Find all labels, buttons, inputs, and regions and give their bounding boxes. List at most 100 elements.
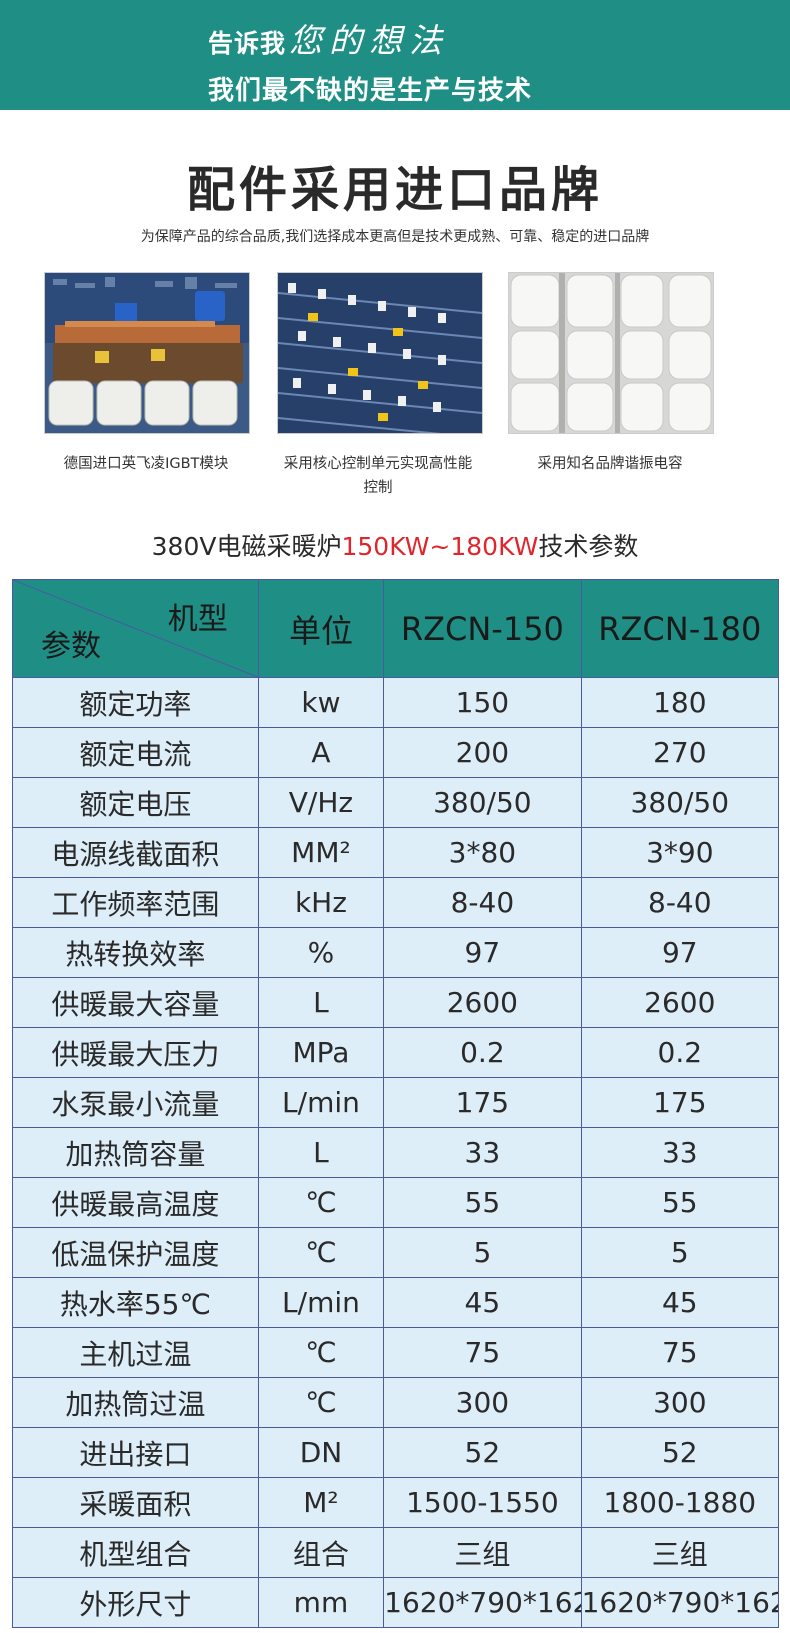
model-a-value-cell: 1620*790*1620: [383, 1577, 582, 1628]
table-row: 低温保护温度 ℃ 5 5: [12, 1227, 780, 1278]
unit-cell: ℃: [257, 1177, 385, 1228]
unit-cell: V/Hz: [257, 777, 385, 828]
model-a-value-cell: 三组: [383, 1527, 582, 1578]
table-row: 额定电压 V/Hz 380/50 380/50: [12, 777, 780, 828]
spec-table: 机型 参数 单位 RZCN-150 RZCN-180 额定功率 kw 150 180 额…: [12, 579, 780, 1628]
spec-header-row: 机型 参数 单位 RZCN-150 RZCN-180: [12, 579, 780, 678]
param-cell: 加热筒容量: [12, 1127, 259, 1178]
model-b-value-cell: 300: [580, 1377, 780, 1428]
model-b-value-cell: 52: [580, 1427, 780, 1478]
param-cell: 供暖最大容量: [12, 977, 259, 1028]
model-b-value-cell: 380/50: [580, 777, 780, 828]
corner-label-param: 参数: [41, 629, 101, 664]
model-a-value-cell: 300: [383, 1377, 582, 1428]
param-cell: 额定电压: [12, 777, 259, 828]
model-b-value-cell: 3*90: [580, 827, 780, 878]
model-a-value-cell: 3*80: [383, 827, 582, 878]
spec-title-prefix: 380V电磁采暖炉: [151, 532, 342, 561]
unit-cell: ℃: [257, 1377, 385, 1428]
model-b-value-cell: 97: [580, 927, 780, 978]
model-b-value-cell: 270: [580, 727, 780, 778]
model-a-value-cell: 45: [383, 1277, 582, 1328]
unit-cell: L: [257, 977, 385, 1028]
model-a-value-cell: 97: [383, 927, 582, 978]
page-title: 配件采用进口品牌: [186, 162, 603, 218]
model-b-value-cell: 1800-1880: [580, 1477, 780, 1528]
unit-cell: L: [257, 1127, 385, 1178]
param-cell: 额定电流: [12, 727, 259, 778]
table-row: 机型组合 组合 三组 三组: [12, 1527, 780, 1578]
table-row: 进出接口 DN 52 52: [12, 1427, 780, 1478]
spec-title-suffix: 技术参数: [538, 532, 639, 561]
model-b-value-cell: 55: [580, 1177, 780, 1228]
model-a-value-cell: 55: [383, 1177, 582, 1228]
param-cell: 工作频率范围: [12, 877, 259, 928]
model-a-value-cell: 0.2: [383, 1027, 582, 1078]
unit-cell: %: [257, 927, 385, 978]
param-cell: 热水率55℃: [12, 1277, 259, 1328]
model-a-value-cell: 5: [383, 1227, 582, 1278]
table-row: 水泵最小流量 L/min 175 175: [12, 1077, 780, 1128]
param-cell: 机型组合: [12, 1527, 259, 1578]
model-a-value-cell: 175: [383, 1077, 582, 1128]
unit-cell: mm: [257, 1577, 385, 1628]
model-b-value-cell: 1620*790*1620: [580, 1577, 780, 1628]
unit-header-cell: 单位: [257, 579, 385, 678]
param-cell: 采暖面积: [12, 1477, 259, 1528]
corner-label-model: 机型: [167, 602, 228, 637]
param-cell: 进出接口: [12, 1427, 259, 1478]
table-row: 供暖最高温度 ℃ 55 55: [12, 1177, 780, 1228]
param-cell: 供暖最大压力: [12, 1027, 259, 1078]
model-a-value-cell: 75: [383, 1327, 582, 1378]
unit-cell: kw: [257, 677, 385, 728]
model-b-value-cell: 0.2: [580, 1027, 780, 1078]
table-row: 额定电流 A 200 270: [12, 727, 780, 778]
model-b-value-cell: 75: [580, 1327, 780, 1378]
banner-tagline: 我们最不缺的是生产与技术: [208, 76, 533, 106]
model-b-value-cell: 2600: [580, 977, 780, 1028]
banner-slogan: 告诉我您的想法: [208, 14, 449, 62]
model-a-value-cell: 380/50: [383, 777, 582, 828]
table-row: 电源线截面积 MM² 3*80 3*90: [12, 827, 780, 878]
table-row: 加热筒过温 ℃ 300 300: [12, 1377, 780, 1428]
param-cell: 低温保护温度: [12, 1227, 259, 1278]
model-a-header-cell: RZCN-150: [383, 579, 582, 678]
param-cell: 水泵最小流量: [12, 1077, 259, 1128]
feature-caption-capacitor: 采用知名品牌谐振电容: [537, 456, 683, 472]
param-cell: 供暖最高温度: [12, 1177, 259, 1228]
corner-header-cell: 机型 参数: [12, 579, 259, 678]
model-a-value-cell: 8-40: [383, 877, 582, 928]
model-a-value-cell: 33: [383, 1127, 582, 1178]
feature-caption-control: 采用核心控制单元实现高性能控制: [283, 456, 473, 496]
table-row: 供暖最大容量 L 2600 2600: [12, 977, 780, 1028]
model-b-value-cell: 5: [580, 1227, 780, 1278]
table-row: 工作频率范围 kHz 8-40 8-40: [12, 877, 780, 928]
unit-cell: kHz: [257, 877, 385, 928]
unit-cell: 组合: [257, 1527, 385, 1578]
spec-table-title: 380V电磁采暖炉150KW~180KW技术参数: [0, 527, 790, 563]
unit-cell: M²: [257, 1477, 385, 1528]
unit-cell: L/min: [257, 1077, 385, 1128]
model-a-value-cell: 200: [383, 727, 582, 778]
model-b-value-cell: 180: [580, 677, 780, 728]
model-a-value-cell: 150: [383, 677, 582, 728]
banner-slogan-plain: 告诉我: [208, 29, 287, 58]
unit-cell: ℃: [257, 1327, 385, 1378]
model-a-value-cell: 2600: [383, 977, 582, 1028]
resonant-capacitor-photo: [508, 272, 714, 434]
model-a-value-cell: 1500-1550: [383, 1477, 582, 1528]
model-b-value-cell: 33: [580, 1127, 780, 1178]
igbt-board-photo: [44, 272, 250, 434]
model-b-value-cell: 三组: [580, 1527, 780, 1578]
top-banner: 告诉我您的想法 我们最不缺的是生产与技术: [0, 0, 790, 110]
table-row: 供暖最大压力 MPa 0.2 0.2: [12, 1027, 780, 1078]
page-subtitle: 为保障产品的综合品质,我们选择成本更高但是技术更成熟、可靠、稳定的进口品牌: [140, 229, 650, 245]
control-unit-photo: [277, 272, 483, 434]
unit-cell: ℃: [257, 1227, 385, 1278]
model-b-value-cell: 45: [580, 1277, 780, 1328]
unit-cell: DN: [257, 1427, 385, 1478]
param-cell: 外形尺寸: [12, 1577, 259, 1628]
param-cell: 主机过温: [12, 1327, 259, 1378]
table-row: 采暖面积 M² 1500-1550 1800-1880: [12, 1477, 780, 1528]
